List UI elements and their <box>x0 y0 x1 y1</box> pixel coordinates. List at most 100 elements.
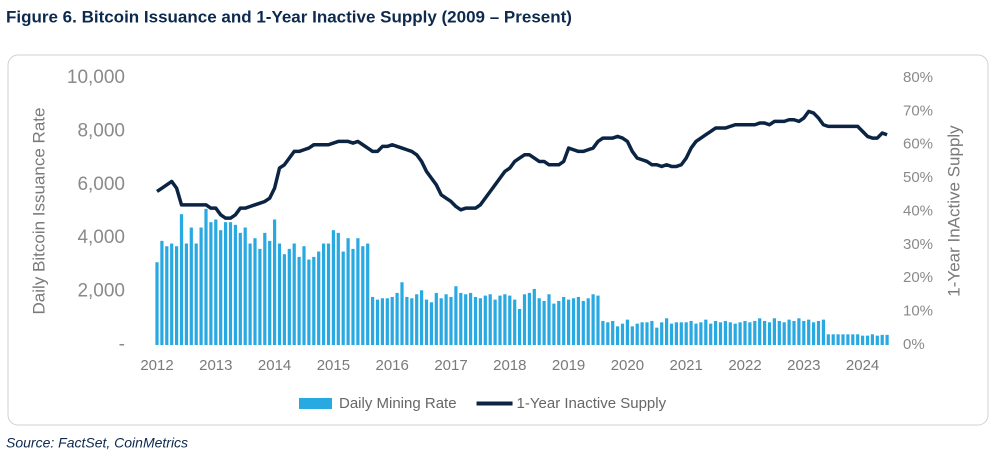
bar <box>160 240 164 345</box>
bar <box>601 320 605 345</box>
y2-tick-label: 10% <box>903 303 933 320</box>
bar <box>395 292 399 345</box>
bar <box>694 323 698 345</box>
y-tick-label: 8,000 <box>77 120 125 141</box>
x-tick-label: 2018 <box>493 357 526 374</box>
bar <box>728 322 732 345</box>
chart-frame <box>7 54 989 426</box>
bar <box>415 294 419 345</box>
bar <box>616 326 620 345</box>
bar <box>665 318 669 345</box>
bar <box>263 232 267 345</box>
bar <box>571 298 576 345</box>
bar <box>258 248 262 345</box>
bar <box>238 232 242 345</box>
bar <box>375 299 380 345</box>
bar <box>753 320 757 345</box>
bar <box>439 298 443 345</box>
bar <box>214 219 218 345</box>
bar <box>669 323 674 345</box>
bar <box>743 320 747 345</box>
bar <box>459 292 463 345</box>
bar <box>469 292 473 345</box>
bar <box>567 299 571 345</box>
bar <box>302 246 306 345</box>
y2-tick-label: 60% <box>903 136 933 153</box>
bar <box>170 243 174 345</box>
bar <box>581 300 585 345</box>
bar <box>449 296 453 345</box>
bar <box>674 322 678 345</box>
y2-tick-label: 80% <box>903 69 933 86</box>
bar <box>684 322 688 345</box>
y-tick-label: 10,000 <box>67 67 125 88</box>
bar <box>371 296 375 345</box>
bar <box>606 322 610 345</box>
bar <box>356 238 360 345</box>
bar <box>802 320 806 345</box>
bar <box>640 322 644 345</box>
bar <box>792 320 796 345</box>
chart-title: Figure 6. Bitcoin Issuance and 1-Year In… <box>6 7 572 26</box>
x-tick-label: 2017 <box>434 357 467 374</box>
y2-tick-label: 70% <box>903 102 933 119</box>
bar <box>591 294 595 345</box>
bar <box>473 296 478 345</box>
bar <box>179 214 184 345</box>
bar <box>679 322 683 345</box>
bar <box>385 298 389 345</box>
y2-tick-label: 0% <box>903 336 925 353</box>
bar <box>699 322 703 345</box>
x-tick-label: 2023 <box>787 357 820 374</box>
bar <box>454 286 458 345</box>
bar <box>317 251 321 345</box>
bar <box>841 334 845 345</box>
bar <box>797 318 801 345</box>
bar <box>243 227 247 345</box>
bar <box>165 246 169 345</box>
bar <box>807 319 811 345</box>
bar <box>228 222 233 345</box>
bar <box>292 243 296 345</box>
y2-tick-label: 50% <box>903 169 933 186</box>
bar <box>885 334 889 345</box>
bar <box>611 320 615 345</box>
bar <box>870 334 874 345</box>
bar <box>503 294 507 345</box>
bar <box>429 302 433 345</box>
y-tick-label: 2,000 <box>77 281 125 302</box>
bar <box>650 320 654 345</box>
bar <box>326 243 331 345</box>
bar <box>772 318 776 345</box>
bar <box>175 246 179 345</box>
y2-tick-label: 40% <box>903 202 933 219</box>
bar <box>253 238 257 345</box>
bar <box>420 290 424 345</box>
bar <box>547 294 551 345</box>
bar <box>821 319 825 345</box>
y-tick-label: - <box>119 334 125 355</box>
line <box>156 109 888 220</box>
bar <box>630 326 634 345</box>
bar <box>782 322 786 345</box>
y2-tick-label: 30% <box>903 236 933 253</box>
bar <box>787 319 791 345</box>
bar <box>856 334 860 345</box>
bar <box>184 243 188 345</box>
bar <box>282 254 286 345</box>
bar <box>718 322 723 345</box>
bar <box>199 227 203 345</box>
bar <box>748 322 752 345</box>
bar <box>836 334 840 345</box>
bar <box>390 296 394 345</box>
bar <box>620 323 625 345</box>
bar <box>297 256 301 345</box>
bar <box>248 243 252 345</box>
bar <box>552 303 556 345</box>
bar <box>287 248 291 345</box>
bar <box>562 296 566 345</box>
bar <box>341 251 345 345</box>
bar <box>625 319 629 345</box>
bar <box>400 282 404 345</box>
bar <box>704 319 708 345</box>
